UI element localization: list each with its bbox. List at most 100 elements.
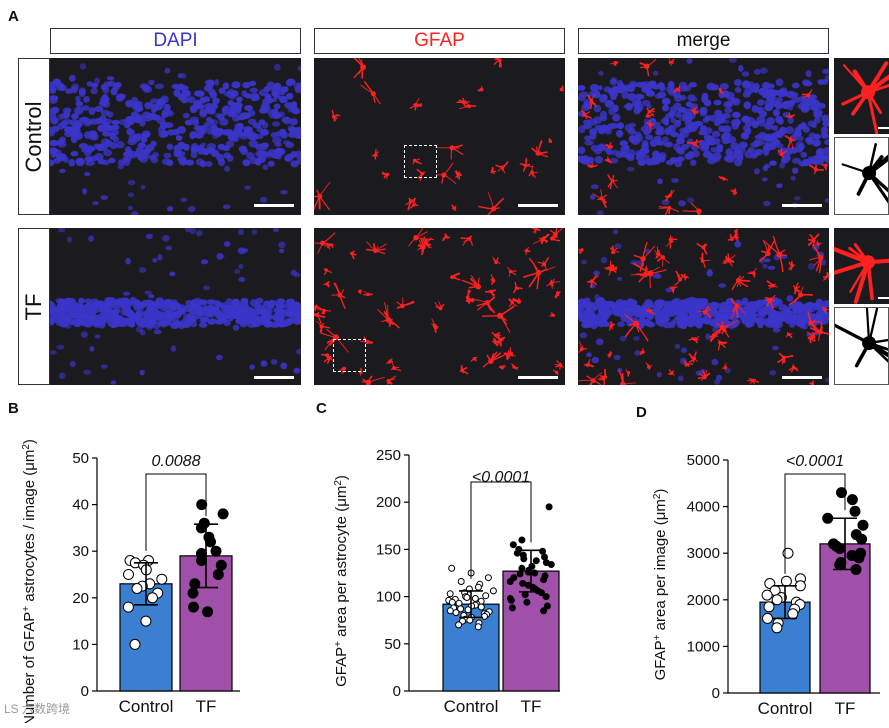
nucleus	[223, 205, 231, 210]
astrocyte	[318, 307, 331, 315]
astrocyte-soma	[371, 91, 376, 96]
nucleus	[687, 197, 694, 203]
nucleus	[64, 131, 72, 137]
x-tick-label-control: Control	[444, 697, 499, 716]
nucleus	[812, 122, 817, 128]
nucleus	[216, 154, 224, 162]
nucleus	[115, 298, 123, 305]
nucleus	[784, 309, 792, 316]
nucleus	[51, 152, 56, 159]
astrocyte-soma	[608, 354, 611, 357]
nucleus	[103, 119, 112, 125]
astrocyte	[520, 158, 533, 171]
nucleus	[597, 320, 606, 328]
astrocyte-soma	[473, 357, 476, 360]
nucleus	[762, 82, 770, 88]
astrocyte	[560, 86, 564, 92]
data-point-control	[148, 593, 158, 603]
astrocyte-soma	[450, 275, 454, 279]
nucleus	[642, 140, 649, 147]
astrocyte	[474, 297, 495, 313]
astrocyte	[496, 162, 508, 174]
nucleus	[211, 300, 220, 306]
astrocyte-soma	[325, 268, 328, 271]
nucleus	[155, 84, 164, 89]
nucleus	[274, 104, 281, 110]
nucleus	[678, 376, 684, 382]
data-point-control	[453, 610, 459, 616]
astrocyte-soma	[512, 365, 515, 368]
astrocyte-soma	[648, 110, 652, 114]
zoom-inset-control-binary-art	[835, 138, 889, 215]
data-point-tf	[211, 546, 221, 556]
nucleus	[279, 249, 284, 254]
astrocyte	[387, 376, 396, 384]
nucleus	[63, 317, 70, 324]
nucleus	[141, 136, 148, 143]
astrocyte-soma	[798, 292, 803, 297]
astrocyte-soma	[386, 173, 389, 176]
nucleus	[657, 316, 665, 323]
nucleus	[163, 153, 171, 158]
astrocyte-soma	[611, 179, 615, 183]
nucleus	[657, 372, 662, 378]
nucleus	[254, 158, 262, 165]
nucleus	[638, 312, 646, 319]
astrocyte-soma	[789, 115, 792, 118]
data-point-tf	[543, 594, 549, 600]
nucleus	[56, 320, 62, 326]
nucleus	[249, 88, 258, 93]
nucleus	[61, 120, 68, 128]
nucleus	[275, 131, 283, 137]
nucleus	[296, 349, 301, 355]
astrocyte-soma	[494, 260, 498, 264]
nucleus	[707, 270, 713, 276]
nucleus	[628, 299, 636, 306]
nucleus	[282, 86, 288, 92]
data-point-tf	[203, 607, 213, 617]
astrocyte	[531, 228, 540, 234]
nucleus	[135, 311, 142, 318]
nucleus	[773, 109, 780, 116]
nucleus	[280, 190, 288, 194]
panel-label-a: A	[8, 8, 19, 25]
nucleus	[603, 301, 612, 308]
astrocyte-soma	[669, 61, 672, 64]
astrocyte	[351, 58, 366, 79]
astrocyte-soma	[590, 100, 594, 104]
nucleus	[591, 184, 599, 189]
nucleus	[265, 107, 272, 113]
astrocyte	[555, 291, 560, 298]
nucleus	[225, 305, 232, 311]
y-tick-label: 0	[712, 685, 720, 702]
astrocyte	[646, 362, 652, 370]
nucleus	[202, 96, 210, 102]
astrocyte-soma	[780, 153, 784, 157]
nucleus	[100, 195, 108, 200]
nucleus	[825, 198, 829, 203]
astrocyte-soma	[580, 347, 584, 351]
astrocyte-soma	[467, 104, 471, 108]
nucleus	[50, 109, 57, 114]
data-point-control	[124, 570, 134, 580]
astrocyte-soma	[491, 170, 494, 173]
nucleus	[232, 114, 240, 122]
nucleus	[87, 319, 94, 323]
astrocyte-soma	[549, 140, 552, 143]
nucleus	[117, 95, 122, 102]
nucleus	[663, 105, 669, 110]
astrocyte	[634, 242, 655, 271]
astrocyte	[669, 58, 675, 65]
nucleus	[291, 308, 296, 312]
nucleus	[53, 81, 60, 86]
nucleus	[260, 197, 267, 203]
nucleus	[112, 89, 118, 94]
nucleus	[134, 150, 141, 157]
nucleus	[148, 294, 154, 298]
nucleus	[164, 299, 172, 306]
column-header-dapi: DAPI	[50, 28, 301, 54]
astrocyte-soma	[550, 281, 554, 285]
data-point-control	[472, 596, 478, 602]
nucleus	[758, 132, 767, 139]
nucleus	[161, 96, 169, 104]
